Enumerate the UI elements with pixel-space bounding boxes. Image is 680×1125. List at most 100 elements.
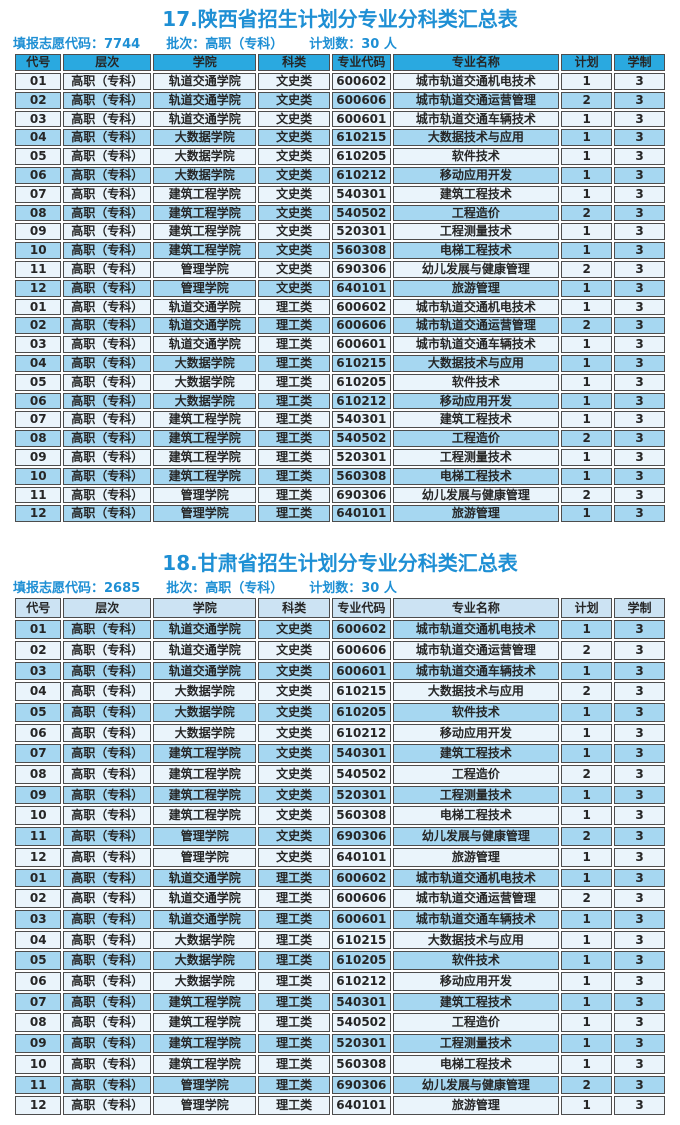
plan-cell: 1: [561, 620, 613, 639]
years-cell: 3: [614, 682, 665, 701]
level-cell: 高职（专科）: [63, 868, 152, 888]
years-cell: 3: [614, 260, 665, 278]
college-cell: 建筑工程学院: [153, 1054, 257, 1074]
level-cell: 高职（专科）: [63, 336, 152, 353]
category-cell: 文史类: [258, 223, 331, 241]
major-name-cell: 城市轨道交通机电技术: [392, 73, 560, 90]
category-cell: 理工类: [258, 1096, 331, 1115]
major-name-cell: 移动应用开发: [392, 166, 560, 184]
major-name-cell: 软件技术: [392, 373, 560, 391]
table-row: 08 高职（专科） 建筑工程学院 理工类 540502 工程造价 2 3: [15, 430, 665, 447]
col-header-major-name: 专业名称: [392, 54, 560, 71]
code-cell: 11: [15, 486, 62, 504]
years-cell: 3: [614, 1075, 665, 1095]
col-header-code: 代号: [15, 54, 62, 71]
college-cell: 轨道交通学院: [153, 298, 257, 316]
major-name-cell: 幼儿发展与健康管理: [392, 260, 560, 278]
years-cell: 3: [614, 110, 665, 128]
major-name-cell: 工程测量技术: [392, 1034, 560, 1053]
plan-cell: 1: [561, 1096, 613, 1115]
table-row: 04 高职（专科） 大数据学院 理工类 610215 大数据技术与应用 1 3: [15, 354, 665, 372]
category-cell: 文史类: [258, 661, 331, 681]
table-row: 10 高职（专科） 建筑工程学院 文史类 560308 电梯工程技术 1 3: [15, 806, 665, 826]
level-cell: 高职（专科）: [63, 847, 152, 867]
major-name-cell: 幼儿发展与健康管理: [392, 486, 560, 504]
code-cell: 09: [15, 448, 62, 466]
col-header-years: 学制: [614, 54, 665, 71]
major-name-cell: 软件技术: [392, 951, 560, 971]
col-header-plan: 计划: [561, 598, 613, 619]
college-cell: 建筑工程学院: [153, 467, 257, 485]
category-cell: 文史类: [258, 185, 331, 203]
major-name-cell: 城市轨道交通运营管理: [392, 91, 560, 109]
level-cell: 高职（专科）: [63, 166, 152, 184]
years-cell: 3: [614, 373, 665, 391]
major-code-cell: 610215: [332, 129, 391, 147]
level-cell: 高职（专科）: [63, 411, 152, 429]
category-cell: 理工类: [258, 1054, 331, 1074]
major-code-cell: 600601: [332, 661, 391, 681]
college-cell: 大数据学院: [153, 373, 257, 391]
category-cell: 理工类: [258, 430, 331, 447]
years-cell: 3: [614, 1054, 665, 1074]
college-cell: 管理学院: [153, 279, 257, 297]
plan-cell: 1: [561, 909, 613, 929]
level-cell: 高职（专科）: [63, 909, 152, 929]
college-cell: 轨道交通学院: [153, 336, 257, 353]
college-cell: 建筑工程学院: [153, 992, 257, 1012]
level-cell: 高职（专科）: [63, 354, 152, 372]
college-cell: 轨道交通学院: [153, 868, 257, 888]
plan-cell: 1: [561, 992, 613, 1012]
table-row: 07 高职（专科） 建筑工程学院 文史类 540301 建筑工程技术 1 3: [15, 185, 665, 203]
college-cell: 建筑工程学院: [153, 1034, 257, 1053]
years-cell: 3: [614, 392, 665, 410]
major-code-cell: 610212: [332, 166, 391, 184]
college-cell: 轨道交通学院: [153, 73, 257, 90]
level-cell: 高职（专科）: [63, 827, 152, 846]
level-cell: 高职（专科）: [63, 744, 152, 764]
category-cell: 理工类: [258, 317, 331, 335]
table-row: 06 高职（专科） 大数据学院 理工类 610212 移动应用开发 1 3: [15, 972, 665, 991]
table-row: 09 高职（专科） 建筑工程学院 文史类 520301 工程测量技术 1 3: [15, 223, 665, 241]
table-row: 12 高职（专科） 管理学院 文史类 640101 旅游管理 1 3: [15, 847, 665, 867]
college-cell: 大数据学院: [153, 682, 257, 701]
major-code-cell: 540301: [332, 992, 391, 1012]
code-cell: 01: [15, 298, 62, 316]
plan-cell: 1: [561, 298, 613, 316]
major-code-cell: 610212: [332, 972, 391, 991]
years-cell: 3: [614, 765, 665, 784]
plan-cell: 2: [561, 640, 613, 660]
table-row: 09 高职（专科） 建筑工程学院 文史类 520301 工程测量技术 1 3: [15, 785, 665, 805]
college-cell: 建筑工程学院: [153, 1013, 257, 1033]
major-code-cell: 540502: [332, 430, 391, 447]
major-name-cell: 旅游管理: [392, 847, 560, 867]
code-cell: 04: [15, 930, 62, 950]
years-cell: 3: [614, 336, 665, 353]
code-cell: 11: [15, 260, 62, 278]
major-name-cell: 大数据技术与应用: [392, 682, 560, 701]
category-cell: 理工类: [258, 354, 331, 372]
code-cell: 10: [15, 1054, 62, 1074]
table-meta: 填报志愿代码：2685 批次：高职（专科） 计划数：30 人: [13, 581, 667, 596]
table-row: 06 高职（专科） 大数据学院 文史类 610212 移动应用开发 1 3: [15, 723, 665, 743]
category-cell: 理工类: [258, 909, 331, 929]
category-cell: 理工类: [258, 889, 331, 908]
major-name-cell: 工程测量技术: [392, 448, 560, 466]
table-row: 10 高职（专科） 建筑工程学院 理工类 560308 电梯工程技术 1 3: [15, 467, 665, 485]
years-cell: 3: [614, 930, 665, 950]
level-cell: 高职（专科）: [63, 1075, 152, 1095]
plan-cell: 1: [561, 448, 613, 466]
plan-cell: 1: [561, 868, 613, 888]
college-cell: 管理学院: [153, 847, 257, 867]
code-cell: 08: [15, 204, 62, 222]
years-cell: 3: [614, 909, 665, 929]
major-code-cell: 610215: [332, 354, 391, 372]
college-cell: 大数据学院: [153, 951, 257, 971]
major-code-cell: 520301: [332, 785, 391, 805]
table-row: 07 高职（专科） 建筑工程学院 理工类 540301 建筑工程技术 1 3: [15, 411, 665, 429]
category-cell: 文史类: [258, 91, 331, 109]
level-cell: 高职（专科）: [63, 260, 152, 278]
code-cell: 09: [15, 1034, 62, 1053]
college-cell: 大数据学院: [153, 930, 257, 950]
plan-cell: 1: [561, 930, 613, 950]
